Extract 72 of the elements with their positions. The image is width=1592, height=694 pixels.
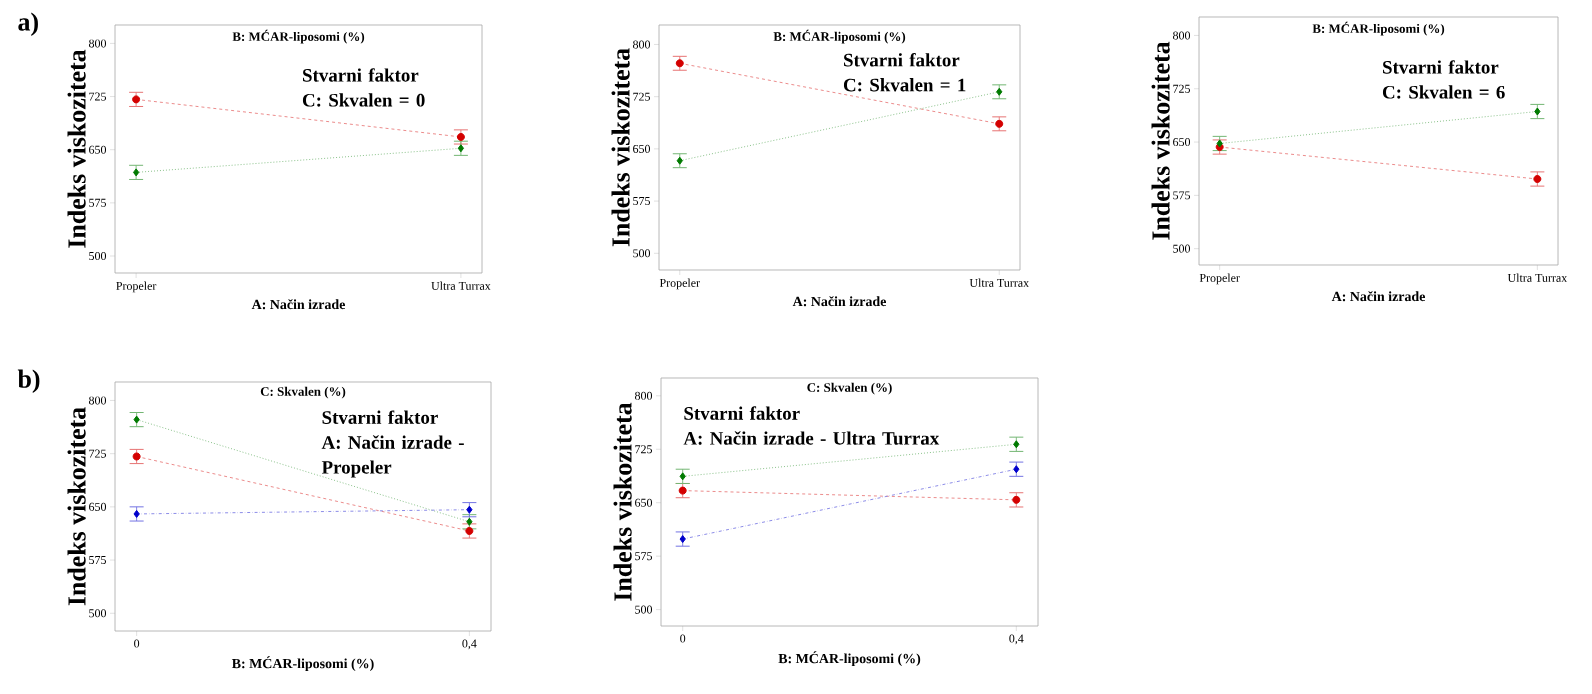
annotation: C: Skvalen = 1 (843, 78, 966, 92)
x-tick-label: 0,4 (462, 639, 477, 650)
annotation: A: Način izrade - Propeler (321, 435, 464, 478)
point (1534, 107, 1541, 116)
y-tick-label: 650 (635, 498, 653, 507)
annotation: A: Način izrade - Ultra Turrax (683, 431, 940, 445)
x-axis-title: A: Način izrade (251, 299, 345, 310)
y-tick-label: 575 (633, 197, 651, 206)
y-tick-label: 500 (633, 249, 651, 258)
x-tick-label: Propeler (1199, 273, 1240, 285)
y-tick-label: 575 (635, 552, 653, 561)
x-tick-label: Propeler (659, 278, 700, 290)
x-tick-label: Ultra Turrax (431, 281, 491, 290)
y-tick-label: 500 (635, 605, 653, 614)
legend-title: C: Skvalen (%) (807, 382, 892, 395)
y-tick-label: 725 (89, 92, 107, 101)
annotation: Stvarni faktor (303, 68, 419, 82)
y-axis-title: Indeks viskoziteta (1151, 41, 1170, 240)
point (1533, 175, 1542, 184)
x-axis-title: B: MĆAR-liposomi (%) (778, 651, 921, 667)
legend-title: C: Skvalen (%) (260, 386, 346, 399)
point (465, 526, 474, 535)
point (678, 486, 687, 495)
point (132, 95, 141, 104)
chart-title: b) (17, 369, 40, 393)
annotation: Stvarni faktor (1383, 60, 1499, 74)
chart-title: a) (18, 12, 38, 36)
y-tick-label: 800 (1173, 31, 1191, 40)
y-tick-label: 575 (89, 556, 107, 565)
y-tick-label: 500 (89, 609, 107, 618)
y-tick-label: 725 (89, 449, 107, 458)
x-tick-label: 0,4 (1009, 634, 1024, 645)
legend-title: B: MĆAR-liposomi (%) (232, 29, 365, 44)
y-tick-label: 650 (1173, 138, 1191, 147)
x-tick-label: Ultra Turrax (1507, 273, 1568, 282)
x-tick-label: 0 (680, 634, 686, 643)
point (675, 59, 684, 68)
annotation: C: Skvalen = 6 (1382, 85, 1505, 99)
annotation: Stvarni faktor (684, 406, 800, 420)
x-axis-title: A: Način izrade (1331, 291, 1426, 302)
legend-title: B: MĆAR-liposomi (%) (773, 29, 906, 44)
y-tick-label: 725 (633, 92, 651, 101)
y-axis-title: Indeks viskoziteta (613, 402, 632, 601)
y-axis-title: Indeks viskoziteta (611, 48, 630, 247)
y-tick-label: 650 (89, 145, 107, 154)
y-tick-label: 575 (89, 198, 107, 207)
y-tick-label: 725 (635, 445, 653, 454)
y-tick-label: 650 (89, 502, 107, 511)
point (456, 132, 465, 141)
y-tick-label: 800 (89, 396, 107, 405)
annotation: Stvarni faktor (322, 410, 438, 424)
x-tick-label: Ultra Turrax (969, 278, 1029, 287)
x-axis-title: B: MĆAR-liposomi (%) (231, 656, 374, 672)
y-axis-title: Indeks viskoziteta (67, 407, 86, 606)
x-tick-label: 0 (134, 639, 140, 648)
y-tick-label: 800 (89, 39, 107, 48)
annotation: C: Skvalen = 0 (302, 93, 425, 107)
y-tick-label: 725 (1173, 84, 1191, 93)
y-tick-label: 800 (633, 40, 651, 49)
y-tick-label: 650 (633, 144, 651, 153)
y-tick-label: 500 (1173, 244, 1191, 253)
x-tick-label: Propeler (116, 281, 157, 293)
y-axis-title: Indeks viskoziteta (67, 49, 86, 248)
legend-title: B: MĆAR-liposomi (%) (1312, 21, 1445, 36)
point (132, 452, 141, 461)
point (1012, 495, 1021, 504)
y-tick-label: 800 (635, 391, 653, 400)
x-axis-title: A: Način izrade (792, 296, 886, 307)
point (995, 119, 1004, 128)
annotation: Stvarni faktor (844, 53, 960, 67)
y-tick-label: 500 (89, 251, 107, 261)
y-tick-label: 575 (1173, 191, 1191, 200)
